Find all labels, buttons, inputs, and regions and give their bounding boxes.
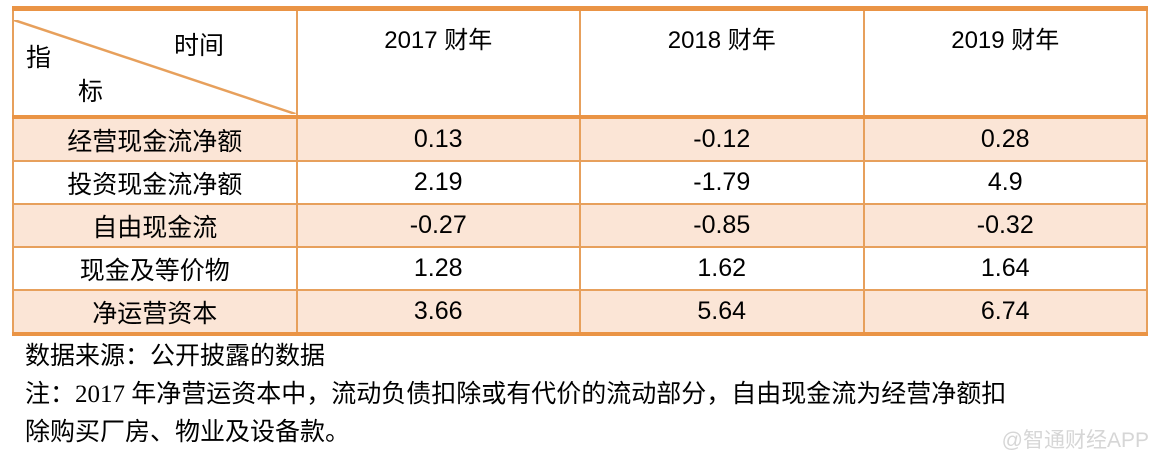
cell-value: 1.28	[295, 246, 581, 291]
cell-value: 1.64	[862, 246, 1148, 291]
column-header-2017: 2017 财年	[295, 7, 581, 119]
cell-value: 4.9	[862, 160, 1148, 205]
note-text-line1: 注：2017 年净营运资本中，流动负债扣除或有代价的流动部分，自由现金流为经营净…	[25, 381, 1007, 408]
cell-value: 5.64	[579, 289, 865, 335]
cell-value: 1.62	[579, 246, 865, 291]
cell-value: -0.32	[862, 203, 1148, 248]
corner-indicator-char-bottom: 标	[78, 79, 104, 106]
row-label: 现金及等价物	[12, 246, 298, 291]
diagonal-line-icon	[14, 20, 296, 114]
column-header-2018: 2018 财年	[579, 7, 865, 119]
header-row: 时间 指 标 2017 财年 2018 财年 2019 财年	[12, 7, 1148, 119]
column-header-label: 2017 财年	[384, 27, 493, 54]
cell-value: -0.85	[579, 203, 865, 248]
table-row: 净运营资本 3.66 5.64 6.74	[12, 289, 1148, 335]
column-header-label: 2018 财年	[667, 27, 776, 54]
cell-value: 6.74	[862, 289, 1148, 335]
corner-indicator-char-top: 指	[26, 45, 52, 72]
table-row: 经营现金流净额 0.13 -0.12 0.28	[12, 116, 1148, 162]
cell-value: 0.28	[862, 116, 1148, 162]
data-source-line: 数据来源：公开披露的数据	[25, 343, 326, 370]
table-row: 自由现金流 -0.27 -0.85 -0.32	[12, 203, 1148, 248]
watermark: @智通财经APP	[1001, 429, 1149, 452]
financial-table: 时间 指 标 2017 财年 2018 财年 2019 财年 经营现金流净额 0…	[12, 6, 1148, 336]
corner-cell: 时间 指 标	[12, 7, 298, 119]
cell-value: 0.13	[295, 116, 581, 162]
note-text-line2: 除购买厂房、物业及设备款。	[25, 419, 351, 446]
cell-value: 3.66	[295, 289, 581, 335]
row-label: 经营现金流净额	[12, 116, 298, 162]
table-row: 现金及等价物 1.28 1.62 1.64	[12, 246, 1148, 291]
corner-time-label: 时间	[174, 33, 225, 60]
corner-box: 时间 指 标	[14, 20, 296, 114]
cell-value: -0.27	[295, 203, 581, 248]
cell-value: -1.79	[579, 160, 865, 205]
column-header-label: 2019 财年	[951, 27, 1060, 54]
row-label: 净运营资本	[12, 289, 298, 335]
column-header-2019: 2019 财年	[862, 7, 1148, 119]
table-row: 投资现金流净额 2.19 -1.79 4.9	[12, 160, 1148, 205]
cell-value: 2.19	[295, 160, 581, 205]
row-label: 自由现金流	[12, 203, 298, 248]
cell-value: -0.12	[579, 116, 865, 162]
row-label: 投资现金流净额	[12, 160, 298, 205]
